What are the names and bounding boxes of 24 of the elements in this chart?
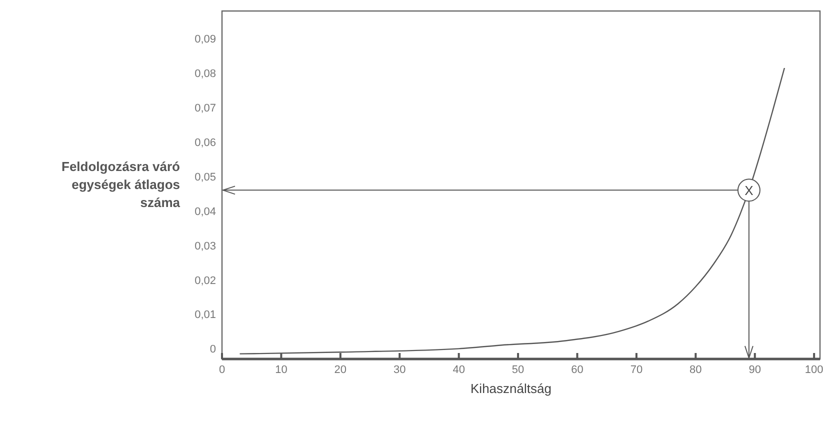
x-tick-label: 10 [275, 364, 288, 376]
y-tick-label: 0,06 [194, 136, 216, 149]
x-tick-label: 70 [630, 364, 643, 376]
y-tick-label: 0,02 [194, 274, 216, 287]
y-tick-label: 0,05 [194, 171, 216, 184]
x-tick-label: 20 [334, 364, 347, 376]
y-tick-label: 0,08 [194, 68, 216, 80]
x-tick-label: 60 [571, 364, 584, 376]
y-tick-label: 0,09 [194, 34, 216, 46]
x-tick-label: 0 [218, 364, 226, 376]
x-tick-label: 40 [452, 364, 465, 376]
x-axis-title: Kihasználtság [470, 381, 552, 396]
x-tick-label: 90 [748, 364, 761, 376]
y-tick-label: 0,01 [194, 309, 216, 322]
annotation: X [744, 183, 754, 198]
y-axis-title: Feldolgozásra váró egységek átlagos száma [62, 159, 181, 210]
x-tick-label: 100 [804, 364, 823, 376]
x-tick-label: 30 [394, 364, 406, 376]
y-tick-label: 0 [210, 344, 216, 356]
y-tick-label: 0,03 [194, 240, 216, 252]
y-tick-label: 0,07 [194, 102, 216, 114]
x-tick-label: 80 [690, 364, 702, 376]
x-tick-label: 50 [512, 364, 524, 376]
y-tick-label: 0,04 [194, 206, 216, 218]
